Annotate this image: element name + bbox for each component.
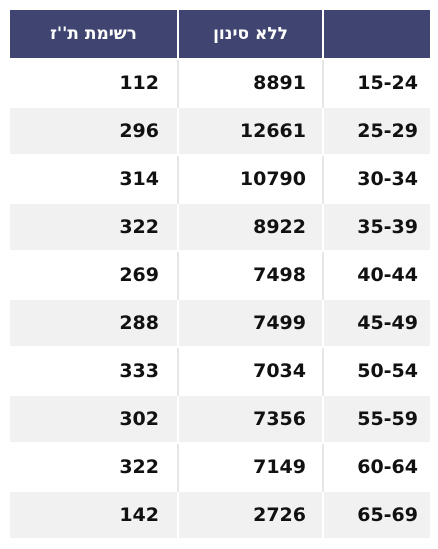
table-body: 112 8891 15-24 296 12661 25-29 314 10790 30-34 32… xyxy=(10,58,430,538)
cell-id-list: 314 xyxy=(10,154,179,203)
cell-age-range: 40-44 xyxy=(323,250,430,299)
table-header-row: רשימת ת''ז ללא סינון xyxy=(10,10,430,59)
cell-id-list: 142 xyxy=(10,490,179,538)
cell-no-filter: 7149 xyxy=(178,442,324,491)
cell-no-filter: 12661 xyxy=(178,106,324,155)
cell-id-list: 269 xyxy=(10,250,179,299)
header-id-list: רשימת ת''ז xyxy=(10,10,179,59)
cell-id-list: 333 xyxy=(10,346,179,395)
table-row: 322 8922 35-39 xyxy=(10,202,430,251)
table-row: 142 2726 65-69 xyxy=(10,490,430,538)
table-row: 288 7499 45-49 xyxy=(10,298,430,347)
cell-age-range: 35-39 xyxy=(323,202,430,251)
cell-id-list: 112 xyxy=(10,58,179,107)
cell-age-range: 50-54 xyxy=(323,346,430,395)
table-row: 269 7498 40-44 xyxy=(10,250,430,299)
cell-no-filter: 7356 xyxy=(178,394,324,443)
cell-age-range: 25-29 xyxy=(323,106,430,155)
cell-id-list: 322 xyxy=(10,442,179,491)
table-row: 296 12661 25-29 xyxy=(10,106,430,155)
cell-no-filter: 10790 xyxy=(178,154,324,203)
data-table: רשימת ת''ז ללא סינון 112 8891 15-24 296 1266… xyxy=(10,10,430,538)
table-row: 333 7034 50-54 xyxy=(10,346,430,395)
cell-age-range: 60-64 xyxy=(323,442,430,491)
cell-id-list: 302 xyxy=(10,394,179,443)
cell-age-range: 55-59 xyxy=(323,394,430,443)
cell-no-filter: 7498 xyxy=(178,250,324,299)
cell-no-filter: 7499 xyxy=(178,298,324,347)
cell-id-list: 322 xyxy=(10,202,179,251)
cell-age-range: 30-34 xyxy=(323,154,430,203)
header-age-range xyxy=(323,10,430,59)
table-row: 112 8891 15-24 xyxy=(10,58,430,107)
cell-id-list: 296 xyxy=(10,106,179,155)
data-table-container: רשימת ת''ז ללא סינון 112 8891 15-24 296 1266… xyxy=(10,10,430,538)
header-no-filter: ללא סינון xyxy=(178,10,324,59)
table-row: 314 10790 30-34 xyxy=(10,154,430,203)
cell-age-range: 15-24 xyxy=(323,58,430,107)
cell-no-filter: 8922 xyxy=(178,202,324,251)
cell-no-filter: 2726 xyxy=(178,490,324,538)
cell-no-filter: 8891 xyxy=(178,58,324,107)
cell-id-list: 288 xyxy=(10,298,179,347)
cell-age-range: 45-49 xyxy=(323,298,430,347)
table-row: 322 7149 60-64 xyxy=(10,442,430,491)
cell-age-range: 65-69 xyxy=(323,490,430,538)
cell-no-filter: 7034 xyxy=(178,346,324,395)
table-row: 302 7356 55-59 xyxy=(10,394,430,443)
